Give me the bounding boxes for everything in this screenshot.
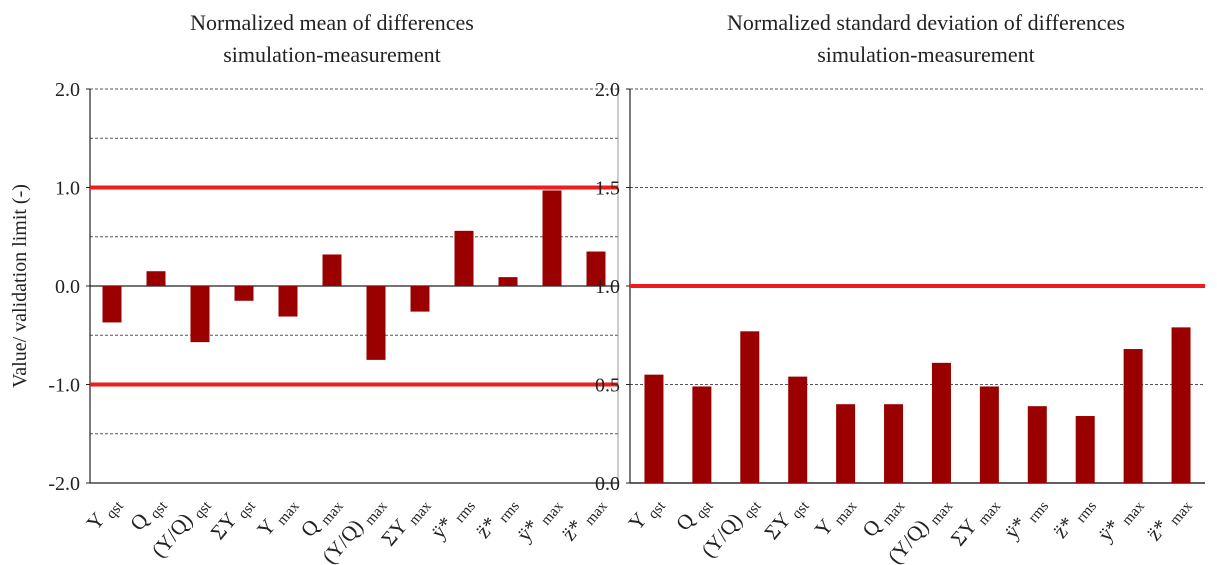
bar	[692, 386, 712, 483]
x-tick-label: ΣY qst	[759, 490, 813, 546]
y-tick-label: 0.0	[595, 473, 620, 495]
bar	[1027, 406, 1047, 483]
x-tick-label: ÿ* rms	[999, 491, 1052, 546]
x-tick-label: z̈* max	[557, 490, 611, 547]
y-tick-label: 2.0	[55, 79, 80, 101]
x-tick-label: ÿ* rms	[426, 491, 479, 546]
bar	[146, 271, 166, 286]
bar	[278, 286, 298, 317]
bar	[586, 251, 606, 286]
bar	[788, 376, 808, 483]
chart-title: Normalized standard deviation of differe…	[727, 10, 1125, 35]
x-tick-label: ΣY qst	[206, 490, 260, 546]
y-tick-label: -2.0	[48, 473, 80, 495]
x-tick-label: z̈* rms	[471, 491, 523, 546]
bar	[454, 230, 474, 286]
bar	[979, 386, 999, 483]
x-tick-label: Y max	[252, 490, 303, 543]
bar	[234, 286, 254, 301]
y-axis-label: Value/ validation limit (-)	[9, 184, 31, 388]
y-tick-label: 1.0	[55, 178, 80, 200]
bar	[102, 286, 122, 323]
bar	[836, 404, 856, 483]
x-tick-label: Y qst	[82, 490, 128, 537]
x-tick-label: Y max	[810, 490, 861, 543]
bar	[644, 374, 664, 483]
bar	[498, 277, 518, 286]
bar	[410, 286, 430, 312]
bar	[542, 190, 562, 286]
x-tick-label: Y qst	[624, 490, 670, 537]
chart-title: Normalized mean of differences	[190, 10, 474, 35]
y-tick-label: 0.5	[595, 375, 620, 397]
y-tick-label: 1.5	[595, 178, 620, 200]
y-tick-label: -1.0	[48, 375, 80, 397]
bar	[931, 362, 951, 483]
y-tick-label: 0.0	[55, 276, 80, 298]
y-tick-label: 1.0	[595, 276, 620, 298]
bar	[1075, 416, 1095, 483]
chart-title: simulation-measurement	[817, 42, 1035, 67]
bar	[1171, 327, 1191, 483]
chart-title: simulation-measurement	[223, 42, 441, 67]
bar	[740, 331, 760, 483]
x-tick-label: ΣY max	[376, 490, 435, 553]
bar	[322, 254, 342, 286]
bar	[366, 286, 386, 360]
x-tick-label: ΣY max	[946, 490, 1005, 553]
x-tick-label: ÿ* max	[1093, 490, 1148, 548]
bar	[1123, 349, 1143, 483]
bar	[190, 286, 210, 343]
x-tick-label: z̈* max	[1142, 490, 1196, 547]
x-tick-label: z̈* rms	[1048, 491, 1100, 546]
x-tick-label: ÿ* max	[512, 490, 567, 548]
y-tick-label: 2.0	[595, 79, 620, 101]
bar	[884, 404, 904, 483]
